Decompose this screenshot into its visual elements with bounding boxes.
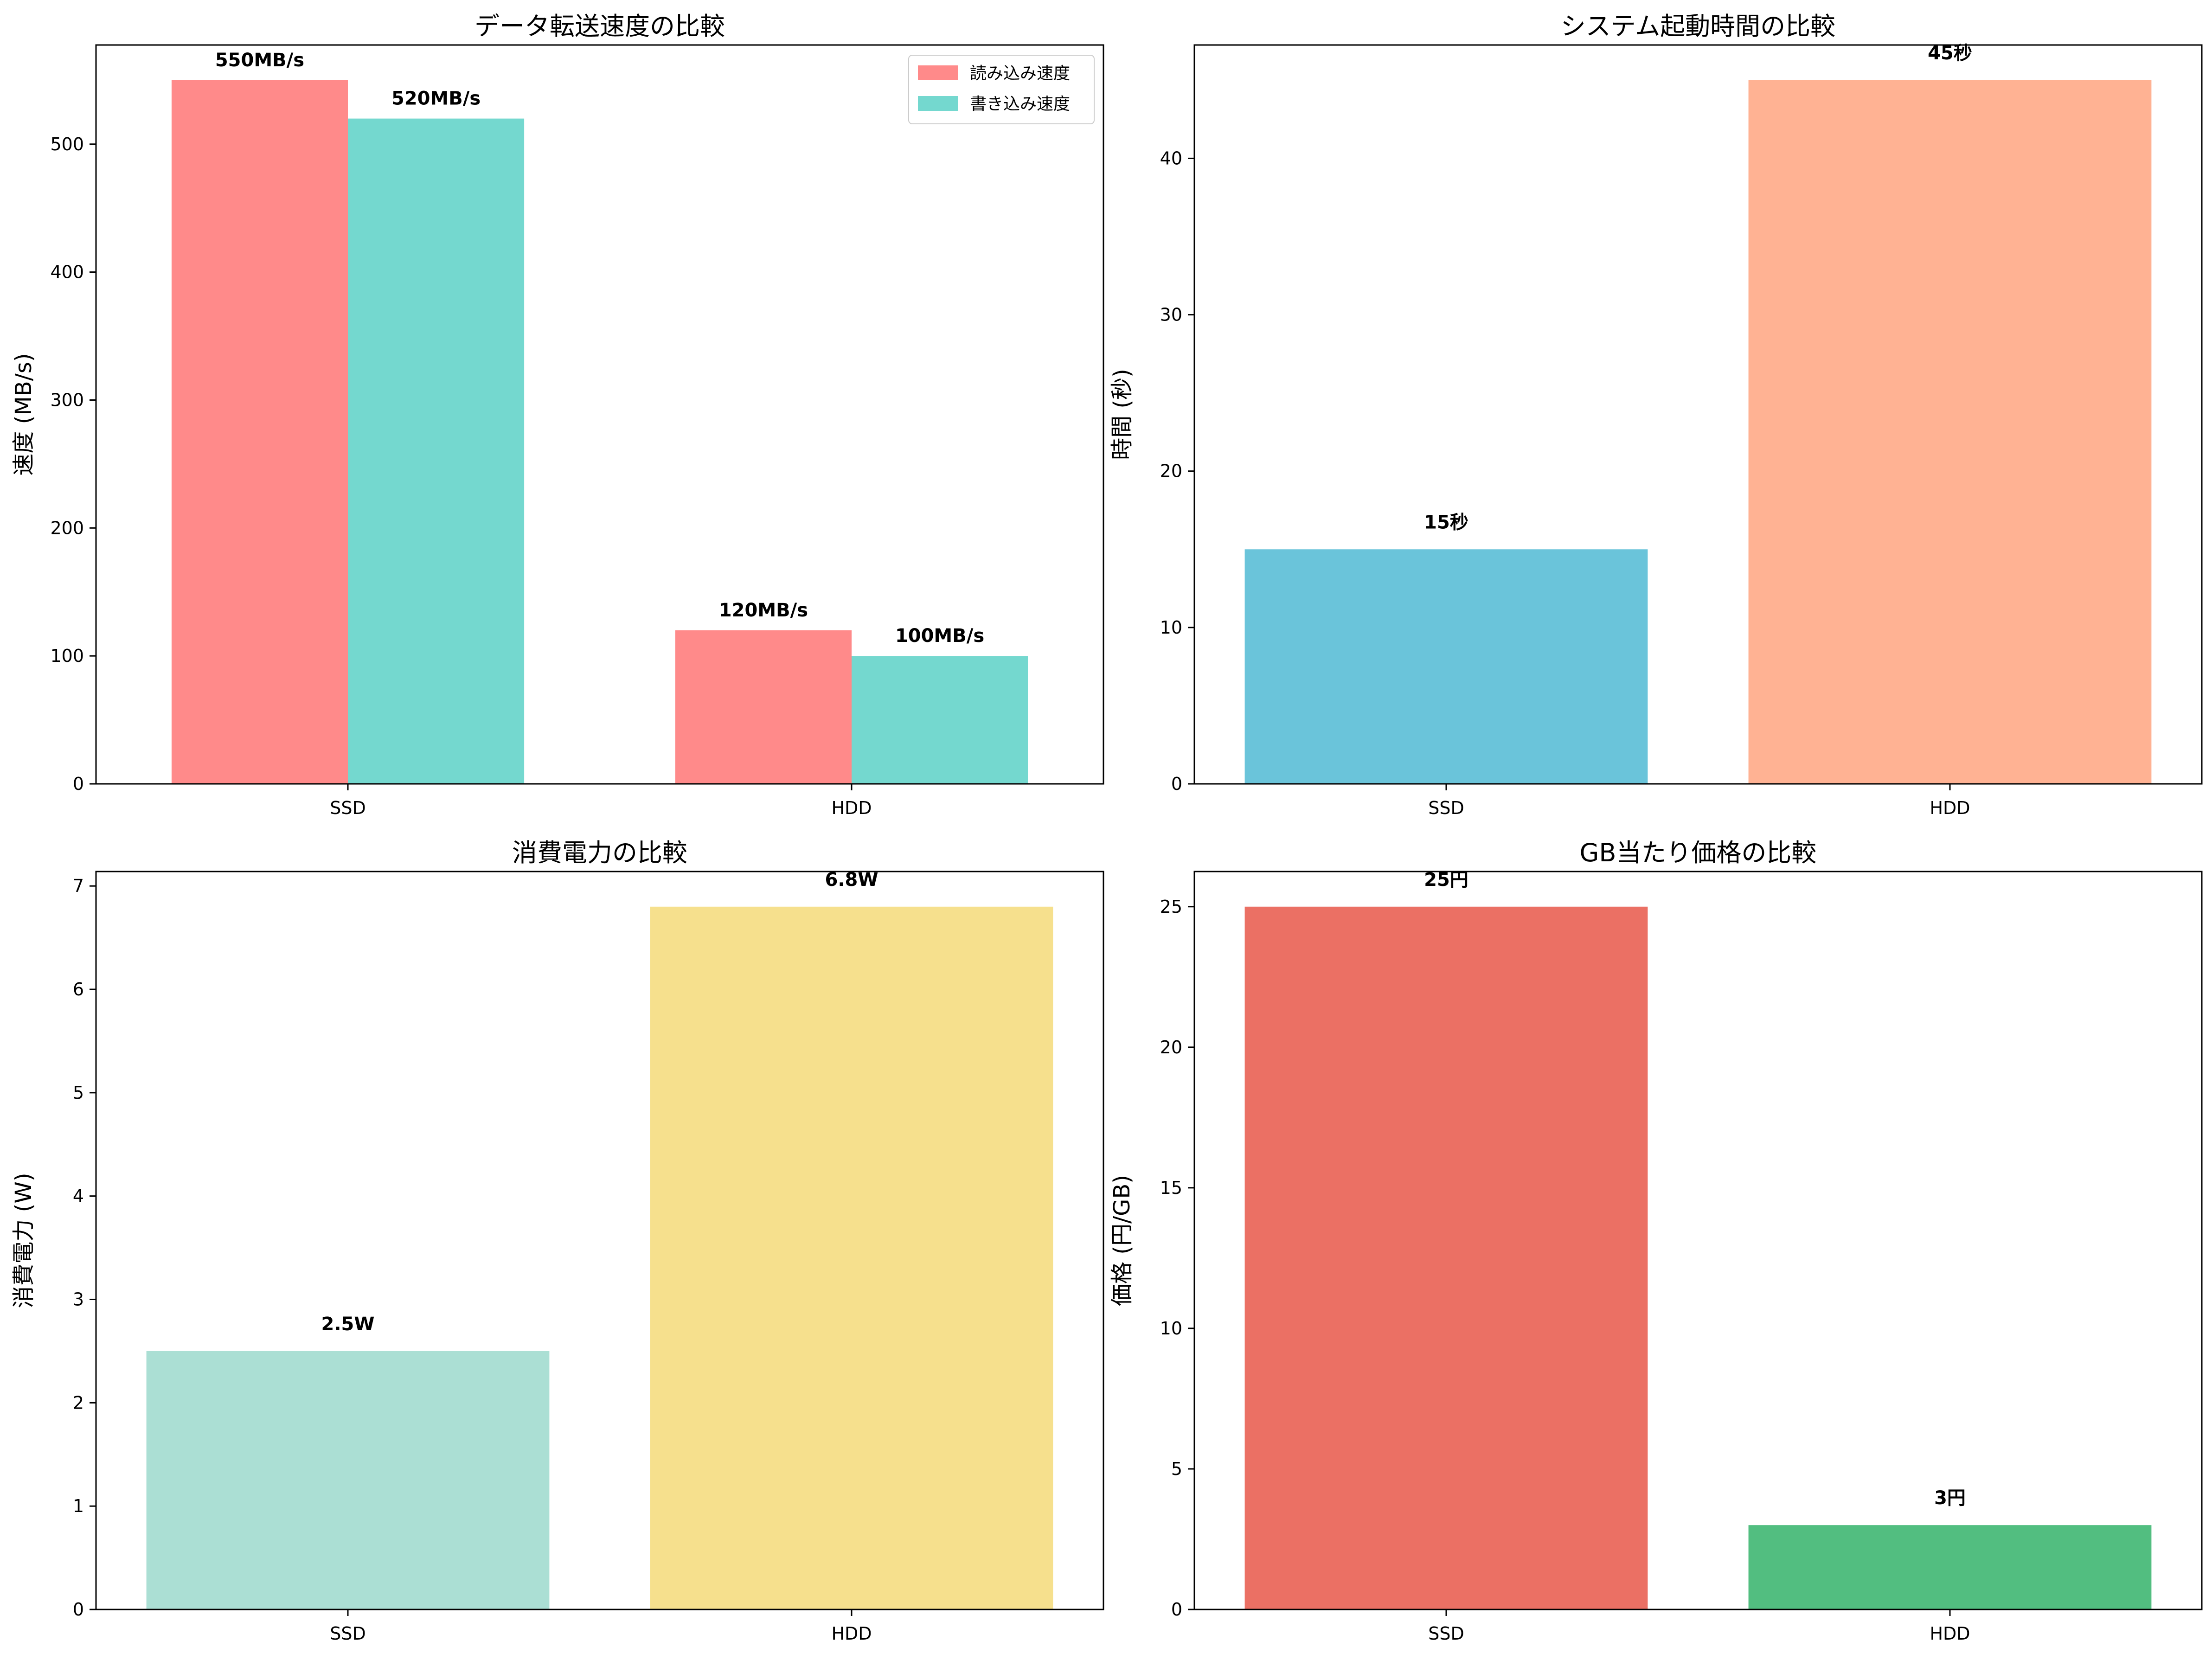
bar-hdd <box>1748 1525 2152 1609</box>
chart-panel-1: 550MB/s 120MB/s 520MB/s 100MB/s 0 100 200 300 40… <box>11 12 1104 818</box>
chart-title: GB当たり価格の比較 <box>1580 838 1817 867</box>
y-tick-label: 0 <box>1171 1599 1182 1620</box>
y-tick-label: 5 <box>73 1083 84 1103</box>
y-tick-label: 500 <box>50 134 84 154</box>
bar-value-labels: 15秒 45秒 <box>1424 43 1972 533</box>
y-tick-label: 25 <box>1160 897 1182 917</box>
y-tick-label: 20 <box>1160 1037 1182 1058</box>
bar-value-label: 3円 <box>1934 1487 1966 1509</box>
bars <box>1244 80 2152 784</box>
y-tick-label: 20 <box>1160 461 1182 481</box>
x-tick-label: HDD <box>831 1623 872 1644</box>
bars <box>1244 906 2152 1609</box>
legend-swatch <box>918 96 958 111</box>
bar-value-labels: 2.5W 6.8W <box>321 869 878 1335</box>
x-axis-ticks: SSD HDD <box>1428 784 1970 818</box>
x-tick-label: SSD <box>1428 1623 1464 1644</box>
bar-value-label: 25円 <box>1424 869 1468 891</box>
plot-frame <box>1193 871 2203 1610</box>
bar-hdd-series-2 <box>852 656 1028 784</box>
bar-hdd <box>1748 80 2152 784</box>
y-axis-ticks: 0 5 10 15 20 25 <box>1160 897 1194 1620</box>
bar-value-label: 15秒 <box>1424 512 1468 533</box>
y-axis-label: 消費電力 (W) <box>11 1173 37 1308</box>
y-tick-label: 300 <box>50 390 84 410</box>
legend-label: 書き込み速度 <box>970 95 1070 114</box>
bar-value-labels: 550MB/s 120MB/s 520MB/s 100MB/s <box>215 50 984 647</box>
x-tick-label: HDD <box>1930 1623 1970 1644</box>
legend-label: 読み込み速度 <box>970 64 1070 83</box>
x-tick-label: SSD <box>330 798 366 818</box>
bar-ssd-series-1 <box>171 80 348 784</box>
y-tick-label: 15 <box>1160 1178 1182 1198</box>
y-tick-label: 3 <box>73 1289 84 1310</box>
bar-ssd <box>1244 906 1648 1609</box>
y-axis-ticks: 0 10 20 30 40 <box>1160 148 1194 794</box>
x-axis-ticks: SSD HDD <box>330 1609 872 1644</box>
y-tick-label: 2 <box>73 1392 84 1413</box>
chart-title: 消費電力の比較 <box>512 838 687 867</box>
x-axis-ticks: SSD HDD <box>1428 1609 1970 1644</box>
y-axis-ticks: 0 100 200 300 400 500 <box>50 134 96 794</box>
x-tick-label: SSD <box>330 1623 366 1644</box>
y-tick-label: 0 <box>1171 774 1182 794</box>
legend-swatch <box>918 65 958 80</box>
y-tick-label: 0 <box>73 1599 84 1620</box>
y-tick-label: 0 <box>73 774 84 794</box>
bar-value-label: 100MB/s <box>895 625 984 647</box>
y-tick-label: 200 <box>50 518 84 538</box>
bar-value-label: 550MB/s <box>215 50 304 71</box>
bar-value-label: 520MB/s <box>391 88 481 109</box>
y-tick-label: 1 <box>73 1496 84 1516</box>
y-axis-label: 価格 (円/GB) <box>1109 1175 1135 1306</box>
x-tick-label: SSD <box>1428 798 1464 818</box>
chart-title: システム起動時間の比較 <box>1561 12 1835 41</box>
x-tick-label: HDD <box>831 798 872 818</box>
bar-ssd <box>1244 549 1648 784</box>
bar-hdd-series-1 <box>675 630 852 784</box>
bar-hdd <box>650 906 1053 1609</box>
bar-ssd-series-2 <box>348 118 525 784</box>
plot-frame <box>95 44 1104 785</box>
bars <box>171 80 1028 784</box>
y-tick-label: 10 <box>1160 617 1182 638</box>
y-tick-label: 4 <box>73 1186 84 1206</box>
y-tick-label: 7 <box>73 876 84 896</box>
y-axis-label: 速度 (MB/s) <box>11 353 37 475</box>
y-tick-label: 40 <box>1160 148 1182 168</box>
y-axis-ticks: 0 1 2 3 4 5 6 7 <box>73 876 96 1620</box>
x-axis-ticks: SSD HDD <box>330 784 872 818</box>
y-tick-label: 5 <box>1171 1459 1182 1479</box>
x-tick-label: HDD <box>1930 798 1970 818</box>
plot-frame <box>95 871 1104 1610</box>
bar-ssd <box>146 1351 550 1609</box>
plot-frame <box>1193 44 2203 785</box>
y-tick-label: 30 <box>1160 305 1182 325</box>
bar-value-label: 45秒 <box>1928 43 1972 64</box>
bar-value-label: 2.5W <box>321 1314 375 1335</box>
y-axis-label: 時間 (秒) <box>1109 369 1135 460</box>
bar-value-label: 6.8W <box>825 869 878 891</box>
bar-value-label: 120MB/s <box>719 600 808 621</box>
bars <box>146 906 1053 1609</box>
bar-value-labels: 25円 3円 <box>1424 869 1966 1509</box>
y-tick-label: 6 <box>73 979 84 1000</box>
y-tick-label: 100 <box>50 646 84 666</box>
y-tick-label: 10 <box>1160 1318 1182 1339</box>
y-tick-label: 400 <box>50 262 84 282</box>
chart-title: データ転送速度の比較 <box>474 12 725 41</box>
